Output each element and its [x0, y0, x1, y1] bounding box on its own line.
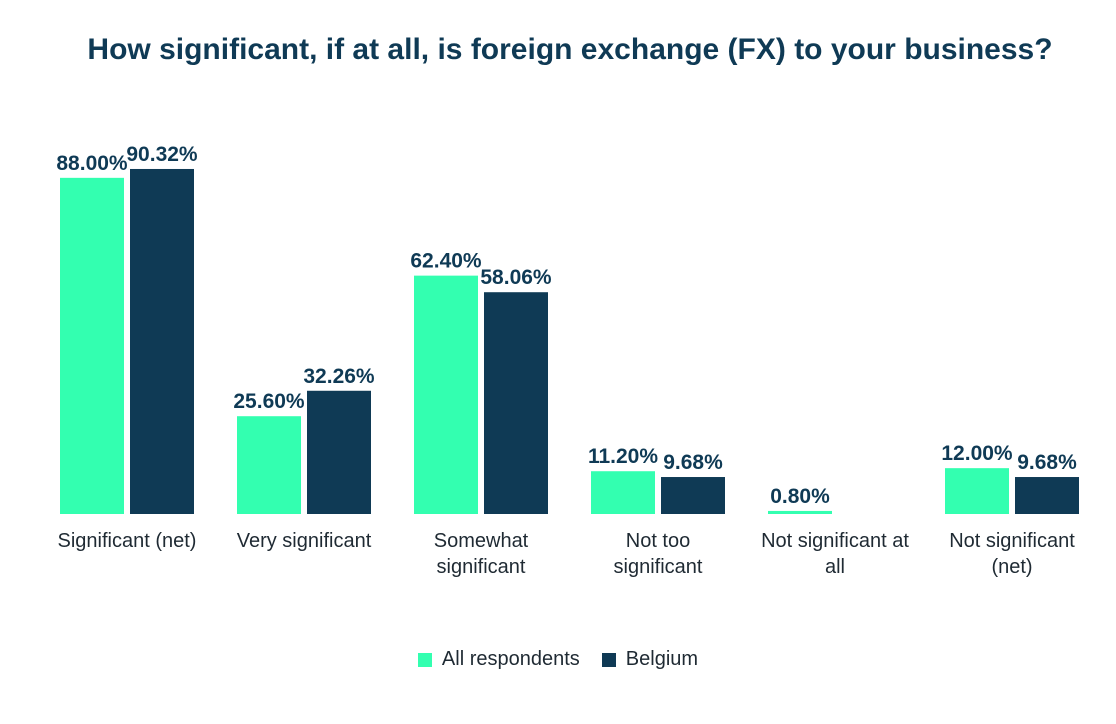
category-label-3: Not too significant	[614, 530, 703, 578]
category-label-0: Significant (net)	[58, 530, 197, 552]
legend-item-belgium: Belgium	[601, 648, 699, 671]
chart-title: How significant, if at all, is foreign e…	[87, 33, 1053, 66]
data-label-belgium-0: 90.32%	[126, 143, 198, 166]
legend-item-all-respondents: All respondents	[417, 648, 580, 671]
legend-label-all-respondents: All respondents	[441, 648, 580, 670]
data-label-belgium-5: 9.68%	[1017, 451, 1077, 474]
legend-label-belgium: Belgium	[625, 648, 699, 670]
bar-all-respondents-0	[60, 177, 124, 514]
bar-belgium-1	[307, 390, 371, 514]
bar-belgium-0	[130, 168, 194, 514]
category-label-1: Very significant	[237, 530, 372, 552]
bar-all-respondents-5	[945, 468, 1009, 514]
data-label-all-respondents-5: 12.00%	[941, 442, 1013, 465]
data-label-all-respondents-0: 88.00%	[56, 152, 128, 175]
legend: All respondents Belgium	[0, 648, 1116, 671]
data-label-belgium-2: 58.06%	[480, 266, 552, 289]
bar-all-respondents-1	[237, 416, 301, 514]
category-label-2: Somewhat significant	[434, 530, 529, 578]
bar-all-respondents-4	[768, 510, 832, 514]
data-label-all-respondents-4: 0.80%	[770, 485, 830, 508]
legend-swatch-belgium	[601, 652, 616, 667]
data-label-belgium-3: 9.68%	[663, 451, 723, 474]
bar-belgium-2	[484, 292, 548, 514]
plot-area: 88.00%90.32% Significant (net) 25.60%32.26…	[56, 143, 1079, 578]
category-label-4: Not significant at all	[761, 530, 909, 578]
data-label-belgium-1: 32.26%	[303, 365, 375, 388]
data-label-all-respondents-3: 11.20%	[588, 445, 658, 468]
data-label-all-respondents-1: 25.60%	[233, 390, 305, 413]
bar-all-respondents-3	[591, 471, 655, 514]
bar-belgium-5	[1015, 477, 1079, 514]
bar-belgium-3	[661, 477, 725, 514]
data-label-all-respondents-2: 62.40%	[410, 250, 482, 273]
bar-all-respondents-2	[414, 275, 478, 514]
category-label-5: Not significant (net)	[949, 530, 1075, 578]
legend-swatch-all-respondents	[417, 652, 432, 667]
